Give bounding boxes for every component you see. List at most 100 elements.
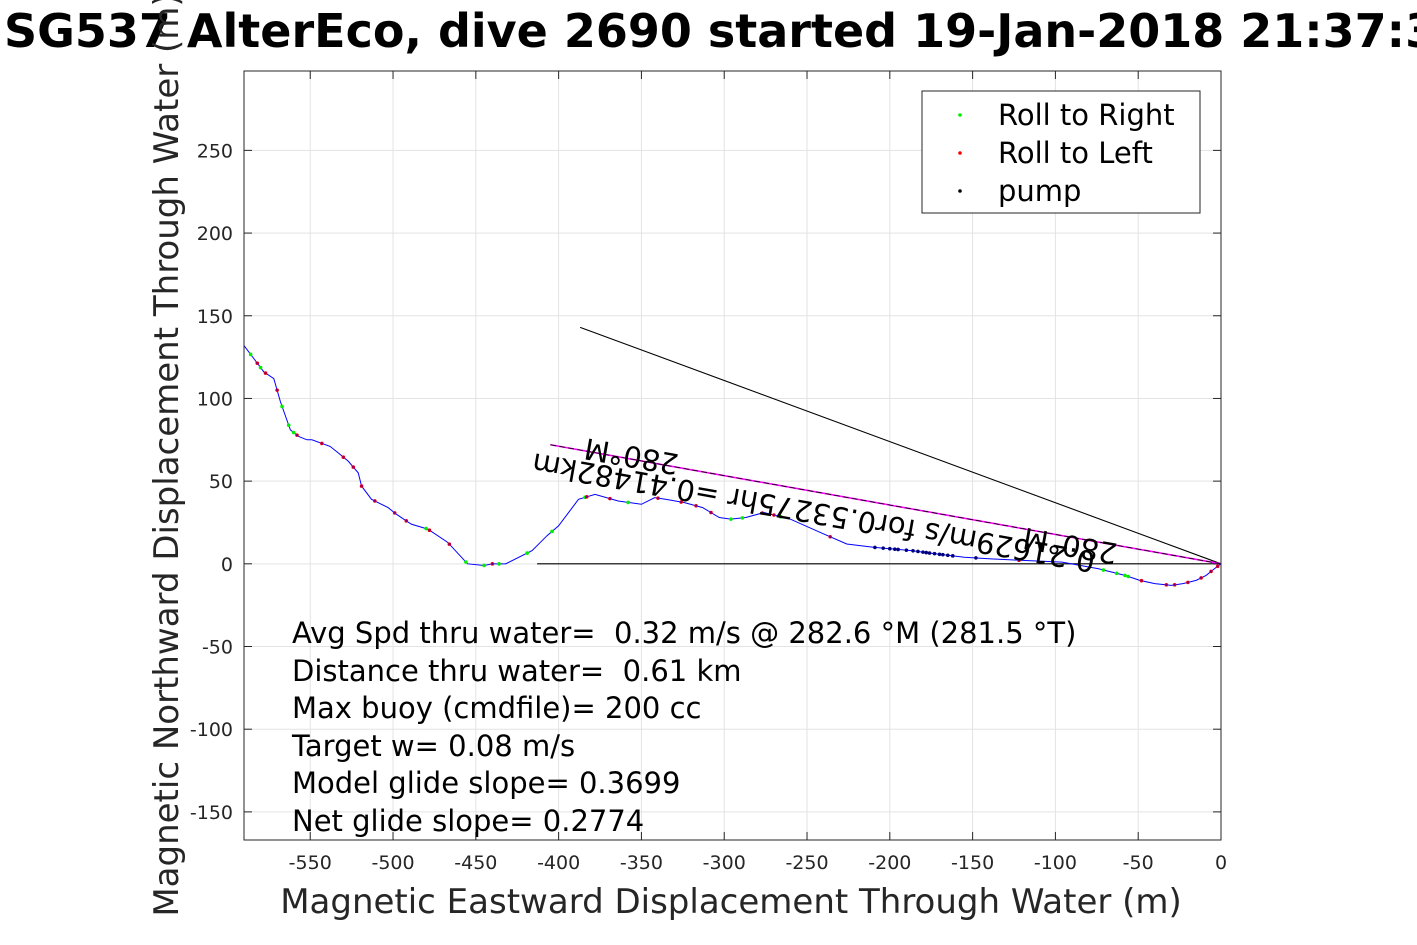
roll-left-marker-overlay	[342, 455, 345, 459]
y-axis-label: Magnetic Northward Displacement Through …	[147, 0, 187, 917]
pump-marker	[945, 553, 950, 558]
roll-left-marker-overlay	[393, 511, 396, 515]
stats-block: Avg Spd thru water= 0.32 m/s @ 282.6 °M …	[291, 616, 1076, 838]
x-tick-label: -400	[537, 852, 580, 874]
legend-box	[921, 90, 1201, 214]
glider-track-line	[243, 345, 1222, 586]
x-tick-label: -50	[1123, 852, 1154, 874]
y-tick-label: 150	[197, 306, 233, 328]
roll-right-marker	[482, 563, 486, 568]
roll-left-marker-overlay	[1216, 565, 1219, 568]
x-tick-label: -300	[703, 852, 746, 874]
current-vector-overlay	[550, 444, 1222, 565]
roll-left-marker-overlay	[585, 495, 588, 499]
roll-left-marker-overlay	[694, 504, 698, 507]
roll-right-marker	[550, 529, 554, 534]
x-tick-label: 0	[1215, 852, 1227, 874]
roll-right-marker	[286, 423, 291, 427]
roll-right-marker	[1114, 571, 1119, 576]
pump-marker	[911, 549, 915, 553]
pump-marker	[924, 550, 929, 555]
pump-marker	[888, 546, 892, 551]
roll-right-marker	[280, 404, 284, 409]
y-axis-ticks: -150 -100 -50 0 50 100 150 200 250	[190, 140, 1221, 824]
pump-marker	[921, 550, 925, 554]
pump-marker	[927, 551, 932, 555]
y-tick-label: 250	[197, 140, 233, 162]
roll-left-marker-overlay	[405, 519, 408, 523]
pump-marker	[892, 547, 897, 551]
pump-marker	[904, 548, 909, 552]
x-tick-label: -350	[620, 852, 663, 874]
roll-right-marker	[291, 430, 296, 435]
y-tick-label: 100	[197, 388, 233, 410]
y-tick-label: -100	[190, 719, 233, 741]
x-tick-label: -550	[289, 852, 332, 874]
pump-marker	[896, 547, 900, 552]
x-tick-label: -100	[1034, 852, 1077, 874]
roll-left-marker-overlay	[1173, 583, 1176, 587]
track-layer	[243, 345, 1222, 586]
x-axis-label: Magnetic Eastward Displacement Through W…	[280, 882, 1182, 922]
roll-right-marker	[778, 514, 783, 519]
stat-net-glide-slope: Net glide slope= 0.2774	[292, 804, 644, 838]
roll-right-marker	[1101, 568, 1106, 572]
x-tick-label: -500	[371, 852, 414, 874]
roll-left-marker-overlay	[1165, 583, 1168, 587]
roll-left-marker-overlay	[275, 388, 279, 392]
roll-left-marker-overlay	[829, 535, 832, 538]
y-tick-label: 50	[209, 471, 233, 493]
roll-right-marker	[729, 517, 733, 521]
pump-marker	[873, 545, 877, 550]
roll-left-marker-overlay	[656, 496, 660, 500]
roll-left-marker-overlay	[352, 465, 355, 469]
roll-left-marker-overlay	[448, 542, 451, 546]
roll-left-marker-overlay	[709, 511, 713, 514]
chart-title: SG537 AlterEco, dive 2690 started 19-Jan…	[4, 4, 1417, 58]
roll-left-marker-overlay	[373, 499, 377, 503]
legend-label-pump: pump	[998, 174, 1081, 208]
roll-right-marker	[497, 562, 501, 566]
roll-right-marker	[424, 526, 428, 531]
displacement-vectors	[537, 326, 1222, 565]
roll-right-marker	[525, 551, 529, 555]
legend-label-roll-left: Roll to Left	[998, 136, 1153, 170]
legend-marker-pump	[958, 189, 962, 193]
roll-left-marker-overlay	[1186, 581, 1190, 584]
roll-right-marker	[740, 516, 745, 520]
pump-marker	[932, 551, 937, 556]
plot-frame	[243, 70, 1222, 841]
roll-right-marker	[1123, 573, 1127, 578]
roll-left-marker-overlay	[772, 513, 776, 517]
stat-target-w: Target w= 0.08 m/s	[291, 729, 575, 763]
pump-marker	[950, 554, 955, 558]
roll-left-marker-overlay	[679, 500, 683, 504]
y-tick-label: 0	[221, 554, 233, 576]
y-tick-label: -150	[190, 802, 233, 824]
roll-left-marker-overlay	[428, 528, 431, 532]
pump-marker	[937, 552, 942, 557]
roll-left-marker-overlay	[264, 371, 267, 375]
legend-marker-roll-right	[958, 113, 962, 117]
roll-right-marker	[258, 365, 263, 370]
roll-left-marker-overlay	[320, 442, 324, 445]
roll-left-marker-overlay	[1140, 579, 1143, 582]
pump-marker	[974, 556, 978, 560]
legend-marker-roll-left	[958, 151, 962, 155]
stat-max-buoy: Max buoy (cmdfile)= 200 cc	[292, 691, 701, 725]
pump-marker	[941, 552, 945, 557]
roll-left-marker-overlay	[295, 433, 299, 437]
roll-left-marker-overlay	[491, 562, 494, 566]
stat-distance: Distance thru water= 0.61 km	[292, 654, 742, 688]
roll-left-marker-overlay	[1209, 570, 1213, 573]
x-tick-label: -250	[785, 852, 828, 874]
x-axis-ticks: -550 -500 -450 -400 -350 -300 -250 -200 -150 -100…	[289, 71, 1227, 874]
pump-marker	[881, 546, 885, 550]
displacement-vector-0	[579, 326, 1222, 565]
pump-marker	[916, 549, 920, 554]
y-tick-label: 200	[197, 223, 233, 245]
roll-right-marker	[626, 500, 630, 505]
roll-left-marker-overlay	[1017, 558, 1021, 562]
roll-left-marker-overlay	[761, 511, 764, 515]
